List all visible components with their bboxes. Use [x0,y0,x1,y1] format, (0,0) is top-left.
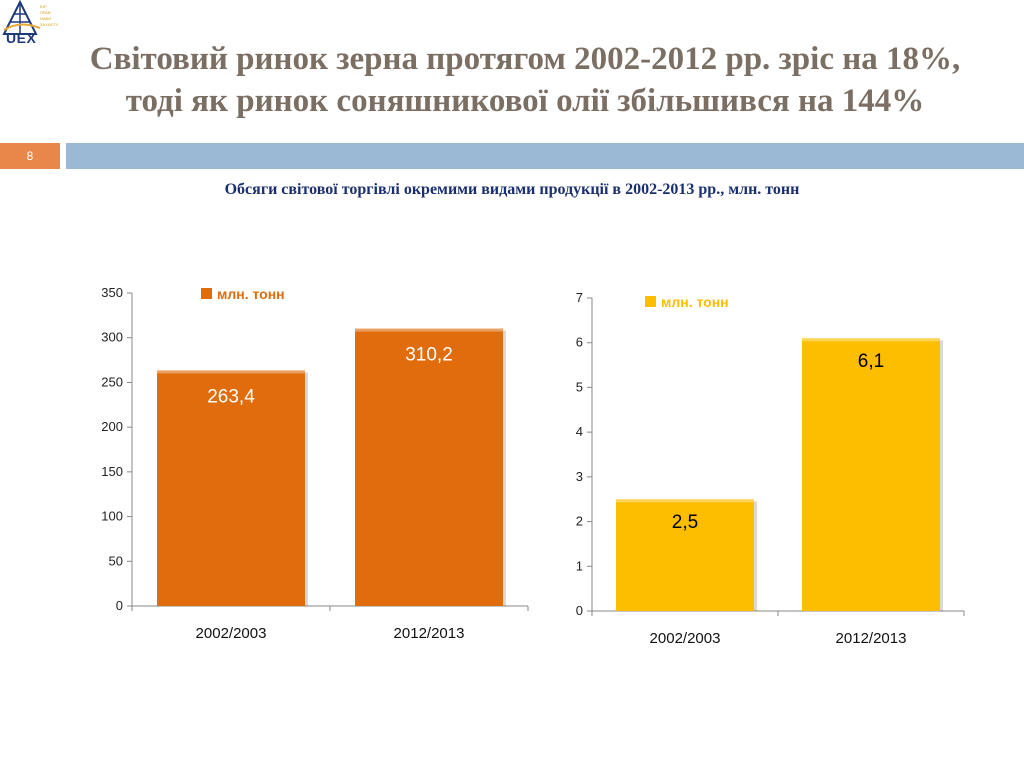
chart1-bar-2002-2003 [157,370,305,606]
logo-tagline-4: ЗАХИСТУ [40,22,59,27]
chart1-y-tick-label: 50 [109,553,123,568]
chart1-y-tick-label: 0 [116,598,123,613]
chart2-y-tick-label: 5 [576,379,583,394]
title-line-2: тоді як ринок соняшникової олії збільшив… [125,83,925,119]
chart2-category-label: 2012/2013 [836,630,907,647]
chart1-y-tick-label: 350 [101,285,123,300]
logo-tagline-3: НАВИ [40,16,51,21]
sunflower-oil-trade-chart: 0 1 2 3 4 5 6 7 2,5 2002/2003 6,1 2012/2013 млн. тон… [576,290,965,647]
header-divider-bar [66,143,1024,169]
chart2-bar-2002-2003 [616,499,754,611]
chart1-y-tick-label: 250 [101,374,123,389]
chart1-bar-highlight [157,370,305,374]
chart1-y-tick-label: 150 [101,464,123,479]
chart2-legend-swatch [645,296,656,307]
logo-text: UEX [6,30,37,46]
chart-subtitle: Обсяги світової торгівлі окремими видами… [224,181,800,198]
chart1-category-label: 2002/2003 [196,625,267,642]
title-line-1: Світовий ринок зерна протягом 2002-2012 … [89,41,961,77]
chart1-legend-swatch [201,288,212,299]
chart2-y-tick-label: 4 [576,424,583,439]
chart2-y-tick-label: 3 [576,469,583,484]
logo-tagline-2: ПРАВ [40,10,51,15]
chart1-y-tick-label: 100 [101,509,123,524]
chart2-y-tick-label: 2 [576,514,583,529]
chart2-y-tick-label: 6 [576,335,583,350]
chart2-bar-highlight [802,338,940,342]
chart2-y-tick-label: 1 [576,558,583,573]
chart1-bar-highlight [355,328,503,332]
chart1-y-tick-label: 200 [101,419,123,434]
chart2-data-label: 2,5 [672,512,698,533]
page-title: Світовий ринок зерна протягом 2002-2012 … [30,38,1020,122]
page-number-badge: 8 [0,143,60,169]
uex-logo: ІНР ПРАВ НАВИ ЗАХИСТУ UEX [0,0,62,46]
chart1-data-label: 263,4 [207,386,255,407]
logo-tagline-1: ІНР [40,4,47,9]
chart2-y-tick-label: 0 [576,603,583,618]
chart2-y-tick-label: 7 [576,290,583,305]
uex-tower-logo-icon: ІНР ПРАВ НАВИ ЗАХИСТУ [2,0,59,35]
grain-trade-chart: 0 50 100 150 200 250 300 350 263,4 2002/2003 310,2… [101,285,529,642]
chart2-category-label: 2002/2003 [650,630,721,647]
chart2-legend-label: млн. тонн [661,294,729,310]
chart1-data-label: 310,2 [405,345,453,366]
chart1-legend-label: млн. тонн [217,286,285,302]
chart1-category-label: 2012/2013 [394,625,465,642]
chart1-bar-2012-2013 [355,328,503,606]
chart2-data-label: 6,1 [858,351,884,372]
chart1-y-tick-label: 300 [101,330,123,345]
chart2-bar-2012-2013 [802,338,940,611]
chart2-bar-highlight [616,499,754,503]
